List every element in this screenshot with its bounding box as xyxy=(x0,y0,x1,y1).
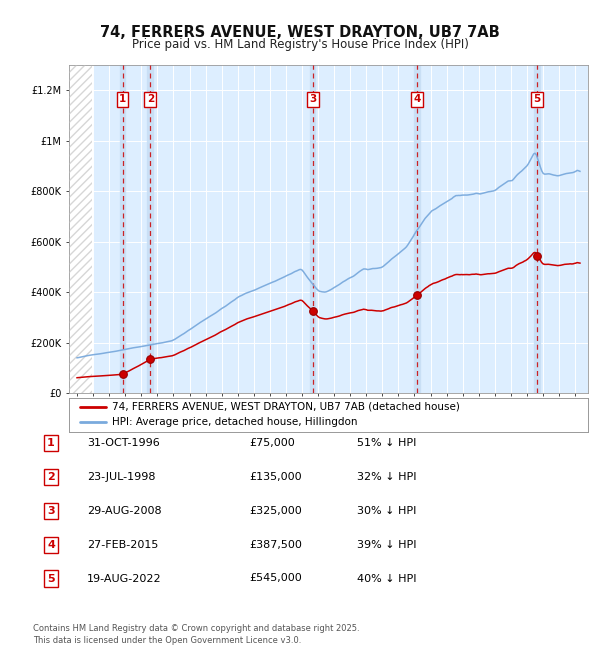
Bar xyxy=(534,65,540,393)
Text: 32% ↓ HPI: 32% ↓ HPI xyxy=(357,472,416,482)
Bar xyxy=(119,65,125,393)
Bar xyxy=(310,65,316,393)
Text: 19-AUG-2022: 19-AUG-2022 xyxy=(87,573,161,584)
Text: 5: 5 xyxy=(47,573,55,584)
Text: 40% ↓ HPI: 40% ↓ HPI xyxy=(357,573,416,584)
Text: 2: 2 xyxy=(146,94,154,105)
Text: Price paid vs. HM Land Registry's House Price Index (HPI): Price paid vs. HM Land Registry's House … xyxy=(131,38,469,51)
Bar xyxy=(414,65,420,393)
Text: 29-AUG-2008: 29-AUG-2008 xyxy=(87,506,161,516)
Text: 74, FERRERS AVENUE, WEST DRAYTON, UB7 7AB (detached house): 74, FERRERS AVENUE, WEST DRAYTON, UB7 7A… xyxy=(112,402,460,412)
Text: 31-OCT-1996: 31-OCT-1996 xyxy=(87,438,160,448)
Text: 1: 1 xyxy=(47,438,55,448)
Text: £387,500: £387,500 xyxy=(249,540,302,550)
Text: Contains HM Land Registry data © Crown copyright and database right 2025.
This d: Contains HM Land Registry data © Crown c… xyxy=(33,624,359,645)
Text: 2: 2 xyxy=(47,472,55,482)
Text: 3: 3 xyxy=(309,94,316,105)
Text: £545,000: £545,000 xyxy=(249,573,302,584)
Bar xyxy=(148,65,153,393)
Text: 74, FERRERS AVENUE, WEST DRAYTON, UB7 7AB: 74, FERRERS AVENUE, WEST DRAYTON, UB7 7A… xyxy=(100,25,500,40)
Text: 4: 4 xyxy=(47,540,55,550)
Text: 51% ↓ HPI: 51% ↓ HPI xyxy=(357,438,416,448)
Text: 39% ↓ HPI: 39% ↓ HPI xyxy=(357,540,416,550)
Text: 1: 1 xyxy=(119,94,126,105)
Text: 30% ↓ HPI: 30% ↓ HPI xyxy=(357,506,416,516)
Bar xyxy=(69,65,92,393)
Text: 3: 3 xyxy=(47,506,55,516)
Text: £325,000: £325,000 xyxy=(249,506,302,516)
Text: 5: 5 xyxy=(533,94,541,105)
Text: £135,000: £135,000 xyxy=(249,472,302,482)
Bar xyxy=(69,65,92,393)
Text: 4: 4 xyxy=(413,94,421,105)
Text: 27-FEB-2015: 27-FEB-2015 xyxy=(87,540,158,550)
Text: HPI: Average price, detached house, Hillingdon: HPI: Average price, detached house, Hill… xyxy=(112,417,357,428)
Text: 23-JUL-1998: 23-JUL-1998 xyxy=(87,472,155,482)
Text: £75,000: £75,000 xyxy=(249,438,295,448)
